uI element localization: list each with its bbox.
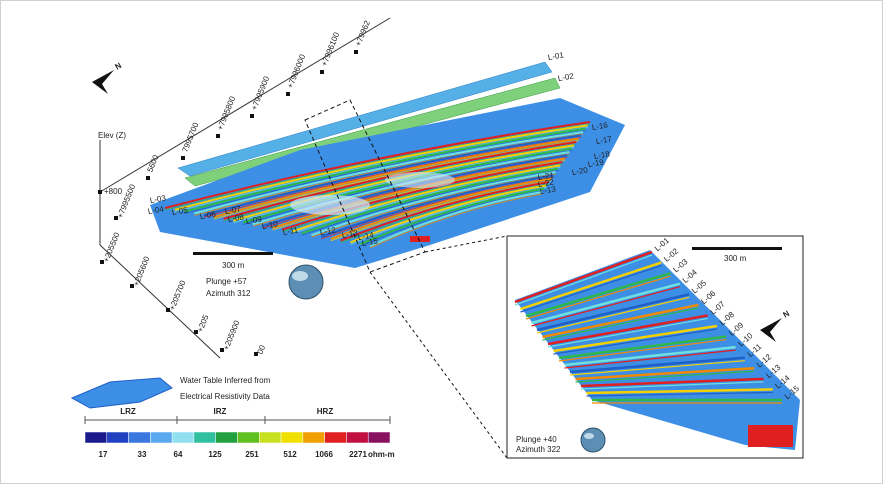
colorbar-cell [303,432,325,443]
figure: 56007995700+7995800+7995900+7996000+7996… [0,0,883,484]
label: 2271 [349,450,367,459]
ball-highlight [292,271,308,281]
colorbar-cell [107,432,129,443]
water-lens [385,172,455,188]
tick [181,156,185,160]
label: ohm-m [368,450,395,459]
tick [250,114,254,118]
label: +800 [104,187,123,196]
label: 1066 [315,450,333,459]
label: HRZ [317,407,334,416]
label: LRZ [120,407,136,416]
ball-highlight [584,433,594,439]
label: Elev (Z) [98,131,126,140]
label: Plunge +40 [516,435,557,444]
label: 300 m [222,261,245,270]
colorbar-cell [129,432,151,443]
colorbar-cell [281,432,303,443]
label: 17 [99,450,108,459]
label: 251 [245,450,259,459]
anomaly [748,425,793,447]
label: Plunge +57 [206,277,247,286]
label: IRZ [214,407,227,416]
label: Azimuth 322 [516,445,561,454]
colorbar-cell [172,432,194,443]
tick [146,176,150,180]
label: Water Table Inferred from [180,376,271,385]
colorbar-cell [194,432,216,443]
orientation-ball [581,428,605,452]
colorbar-cell [150,432,172,443]
tick [286,92,290,96]
colorbar-cell [325,432,347,443]
scale-bar [692,247,782,250]
tick [98,190,102,194]
colorbar-cell [259,432,281,443]
label: 300 m [724,254,747,263]
colorbar-cell [238,432,260,443]
colorbar-cell [368,432,390,443]
label: Azimuth 312 [206,289,251,298]
tick [320,70,324,74]
tick [354,50,358,54]
label: 33 [138,450,147,459]
label: 125 [208,450,222,459]
label: Electrical Resistivity Data [180,392,270,401]
scale-bar [193,252,273,255]
label: 64 [174,450,183,459]
tick [216,134,220,138]
colorbar-cell [216,432,238,443]
orientation-ball [289,265,323,299]
water-lens [290,195,370,215]
colorbar-cell [346,432,368,443]
label: 512 [283,450,297,459]
colorbar-cell [85,432,107,443]
